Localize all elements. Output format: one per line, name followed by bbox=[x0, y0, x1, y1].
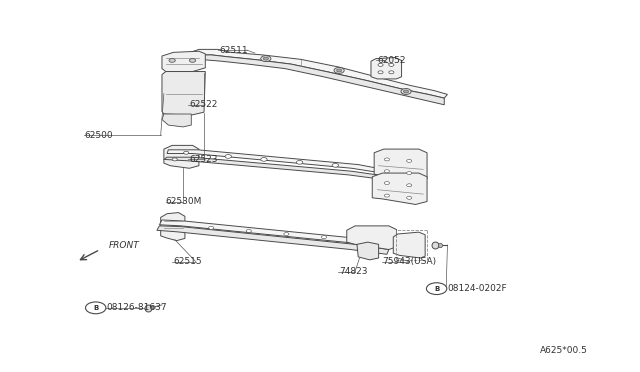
Circle shape bbox=[406, 171, 412, 174]
Polygon shape bbox=[162, 114, 191, 127]
Polygon shape bbox=[161, 212, 185, 241]
Circle shape bbox=[385, 170, 390, 173]
Polygon shape bbox=[347, 226, 396, 250]
Circle shape bbox=[378, 71, 383, 74]
Text: 62530M: 62530M bbox=[166, 197, 202, 206]
Circle shape bbox=[389, 63, 394, 66]
Circle shape bbox=[389, 71, 394, 74]
Polygon shape bbox=[159, 220, 390, 248]
Text: 62515: 62515 bbox=[173, 257, 202, 266]
Polygon shape bbox=[157, 226, 389, 254]
Text: 74823: 74823 bbox=[339, 267, 367, 276]
Circle shape bbox=[332, 163, 339, 167]
Polygon shape bbox=[179, 55, 444, 105]
Circle shape bbox=[209, 226, 214, 229]
Circle shape bbox=[406, 184, 412, 187]
Polygon shape bbox=[371, 58, 401, 79]
Circle shape bbox=[260, 56, 271, 62]
Text: 08124-0202F: 08124-0202F bbox=[447, 284, 507, 293]
Circle shape bbox=[189, 59, 196, 62]
Circle shape bbox=[337, 69, 342, 72]
Text: B: B bbox=[93, 305, 99, 311]
Text: FRONT: FRONT bbox=[108, 241, 139, 250]
Circle shape bbox=[184, 151, 189, 154]
Circle shape bbox=[334, 67, 344, 73]
Circle shape bbox=[406, 196, 412, 199]
Polygon shape bbox=[162, 71, 205, 115]
Text: 62522: 62522 bbox=[189, 100, 218, 109]
Polygon shape bbox=[374, 149, 427, 182]
Circle shape bbox=[260, 158, 267, 161]
Circle shape bbox=[86, 302, 106, 314]
Circle shape bbox=[378, 63, 383, 66]
Polygon shape bbox=[372, 173, 427, 205]
Circle shape bbox=[263, 57, 268, 60]
Circle shape bbox=[321, 235, 326, 238]
Text: 75943(USA): 75943(USA) bbox=[383, 257, 436, 266]
Polygon shape bbox=[164, 145, 199, 168]
Circle shape bbox=[296, 161, 303, 164]
Text: 62523: 62523 bbox=[189, 155, 218, 164]
Text: 62052: 62052 bbox=[378, 56, 406, 65]
Circle shape bbox=[246, 230, 252, 232]
Polygon shape bbox=[357, 242, 379, 260]
Circle shape bbox=[385, 158, 390, 161]
Text: B: B bbox=[434, 286, 439, 292]
Circle shape bbox=[401, 89, 411, 94]
Polygon shape bbox=[167, 150, 384, 173]
Polygon shape bbox=[183, 49, 447, 98]
Text: 62511: 62511 bbox=[220, 46, 248, 55]
Circle shape bbox=[225, 155, 232, 158]
Polygon shape bbox=[394, 232, 425, 258]
Circle shape bbox=[169, 59, 175, 62]
Text: 62500: 62500 bbox=[84, 131, 113, 140]
Text: A625*00.5: A625*00.5 bbox=[540, 346, 588, 355]
Text: 08126-81637: 08126-81637 bbox=[106, 303, 167, 312]
Circle shape bbox=[385, 182, 390, 185]
Circle shape bbox=[406, 160, 412, 162]
Polygon shape bbox=[162, 51, 205, 71]
Circle shape bbox=[426, 283, 447, 295]
Circle shape bbox=[172, 158, 177, 161]
Polygon shape bbox=[164, 157, 383, 179]
Circle shape bbox=[385, 194, 390, 197]
Circle shape bbox=[403, 90, 408, 93]
Circle shape bbox=[284, 232, 289, 235]
